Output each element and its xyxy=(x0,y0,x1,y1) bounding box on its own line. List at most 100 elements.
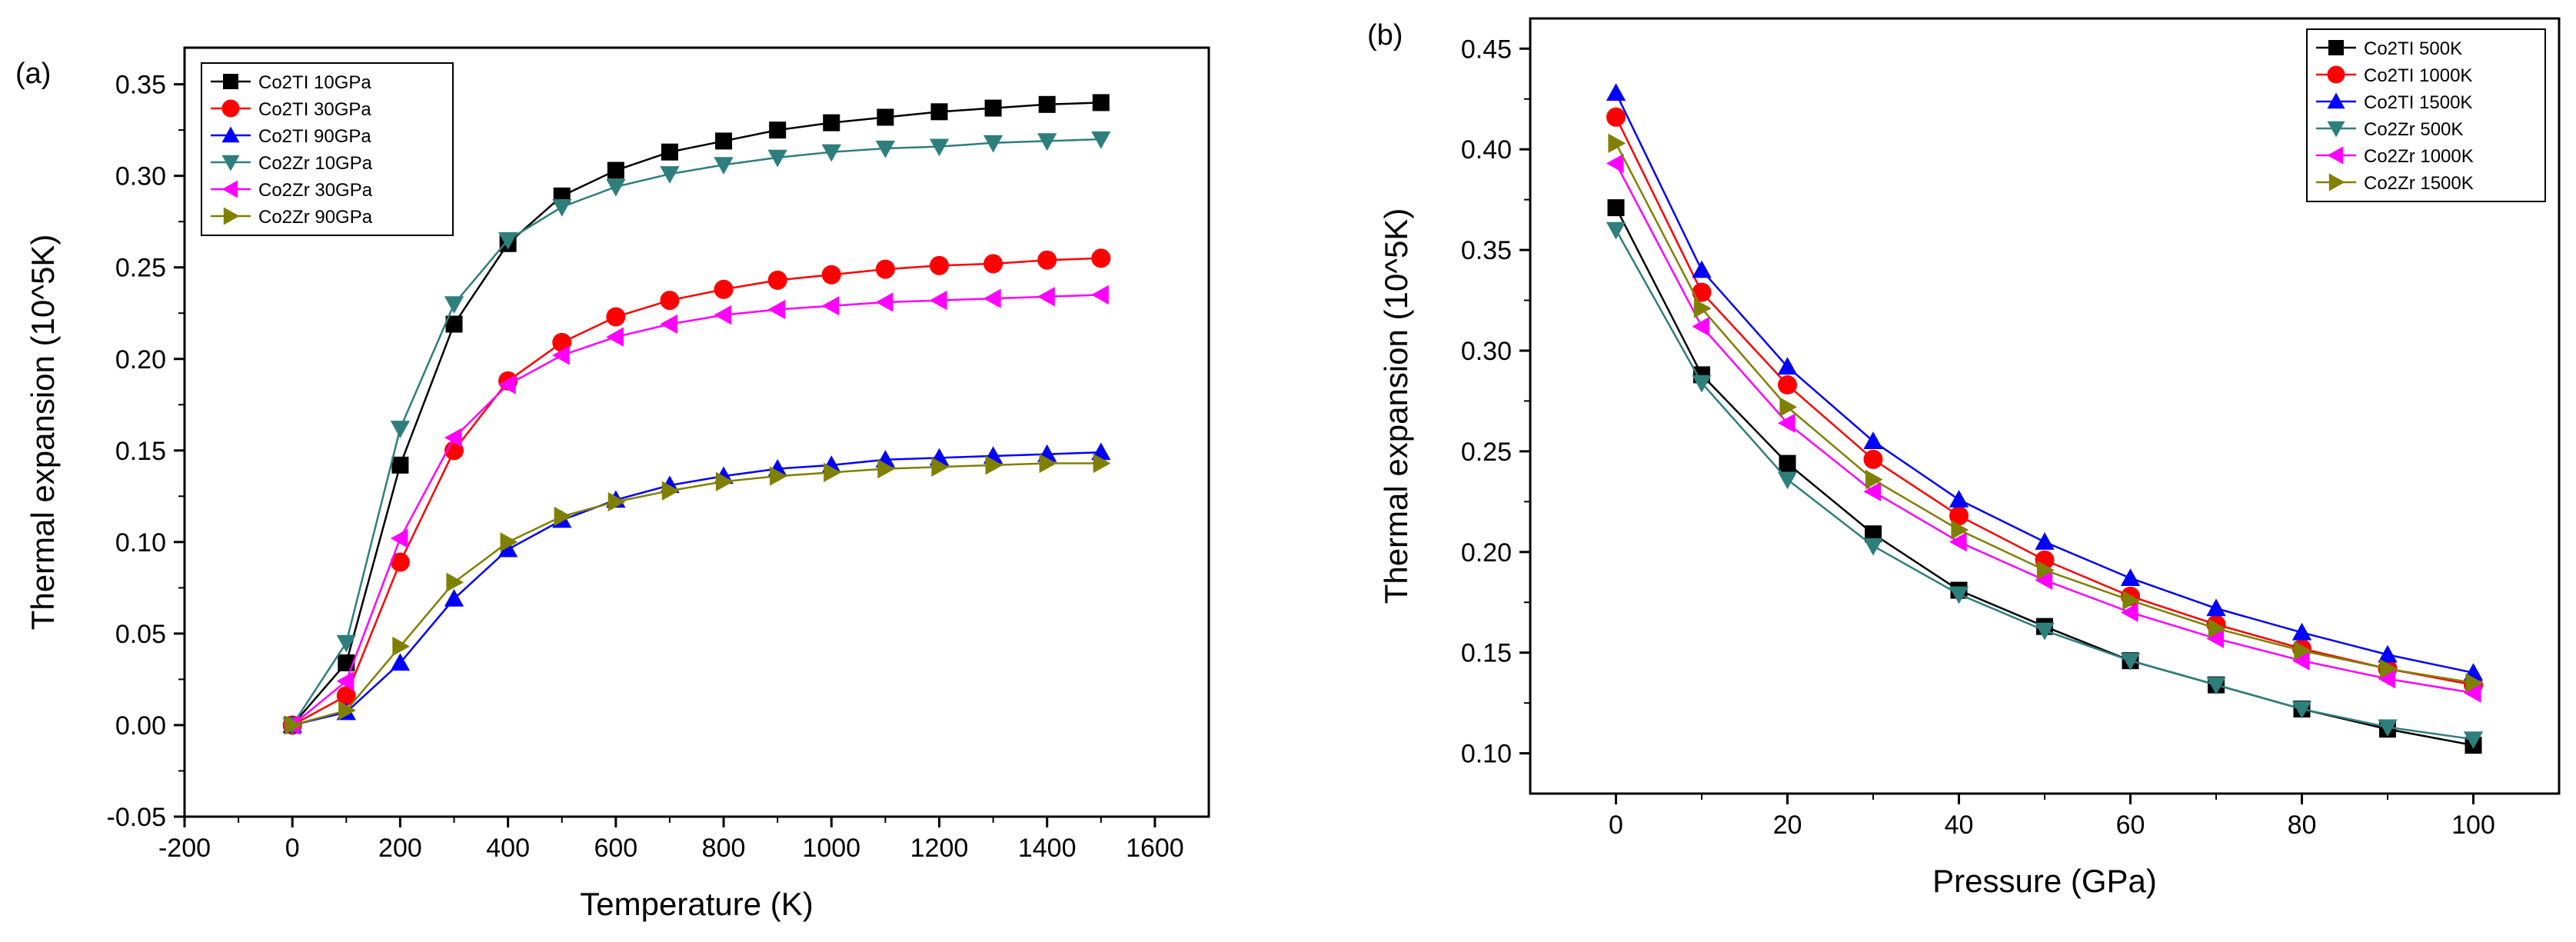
marker-triangle-right xyxy=(1865,469,1883,490)
x-tick-label: 100 xyxy=(2451,811,2495,840)
marker-circle xyxy=(767,270,787,290)
marker-circle xyxy=(1949,506,1969,526)
marker-triangle-right xyxy=(2379,659,2398,679)
x-tick-label: 1200 xyxy=(910,834,969,863)
marker-triangle-left xyxy=(1692,316,1710,337)
series-co2zr-30gpa xyxy=(282,285,1109,735)
legend-entry: Co2TI 1500K xyxy=(2316,92,2472,113)
marker-triangle-left xyxy=(2206,628,2225,649)
marker-triangle-right xyxy=(661,481,680,501)
marker-triangle-down xyxy=(336,634,356,653)
legend-entry: Co2TI 500K xyxy=(2316,38,2462,59)
y-tick-label: 0.25 xyxy=(115,254,166,283)
series-line xyxy=(291,102,1101,726)
legend-label: Co2Zr 1000K xyxy=(2364,146,2474,167)
marker-triangle-left xyxy=(1863,481,1882,501)
marker-triangle-down xyxy=(606,178,626,197)
legend: Co2TI 500K Co2TI 1000K Co2TI 1500K Co2Zr 50… xyxy=(2306,28,2546,202)
marker-square xyxy=(338,654,355,671)
marker-triangle-down xyxy=(983,135,1003,153)
series-co2zr-90gpa xyxy=(285,453,1111,735)
series-line xyxy=(1615,229,2474,741)
legend-entry: Co2Zr 1000K xyxy=(2316,146,2474,167)
marker-triangle-right xyxy=(2208,618,2226,638)
legend-label: Co2TI 30GPa xyxy=(258,99,371,120)
x-tick-label: 0 xyxy=(285,834,300,863)
marker-triangle-left xyxy=(983,288,1001,308)
y-tick-label: 0.20 xyxy=(1461,538,1512,568)
series-co2zr-1500k xyxy=(1608,133,2484,693)
marker-triangle-down xyxy=(1692,374,1712,393)
marker-triangle-left xyxy=(1949,532,1967,552)
marker-triangle-left xyxy=(821,296,840,316)
marker-triangle-right xyxy=(1693,298,1712,318)
marker-triangle-up xyxy=(2378,644,2398,663)
marker-square xyxy=(1607,199,1625,217)
marker-circle xyxy=(660,291,680,311)
marker-triangle-left xyxy=(1777,413,1796,433)
y-tick-label: 0.10 xyxy=(115,528,166,558)
marker-triangle-down xyxy=(2327,121,2345,138)
marker-triangle-down xyxy=(552,199,572,217)
x-tick-label: 600 xyxy=(594,834,637,863)
y-tick-label: 0.15 xyxy=(115,437,166,466)
marker-square xyxy=(391,456,409,474)
series-line xyxy=(1615,142,2474,684)
legend-label: Co2Zr 90GPa xyxy=(258,207,373,228)
marker-triangle-up xyxy=(2035,532,2055,550)
marker-triangle-down xyxy=(1863,538,1883,556)
y-tick-label: 0.10 xyxy=(1461,740,1512,769)
x-tick-label: 1000 xyxy=(802,834,860,863)
marker-circle xyxy=(714,279,734,299)
series-line xyxy=(291,462,1101,727)
marker-triangle-right xyxy=(2036,560,2055,581)
marker-triangle-left xyxy=(2463,683,2481,703)
marker-circle xyxy=(2327,65,2345,84)
marker-triangle-down xyxy=(390,421,411,438)
marker-triangle-left xyxy=(498,374,516,394)
marker-triangle-up xyxy=(498,539,518,558)
series-co2ti-30gpa xyxy=(282,248,1111,735)
y-tick-label: 0.15 xyxy=(1461,639,1512,668)
marker-triangle-right xyxy=(1951,520,1969,540)
marker-triangle-right xyxy=(2294,641,2312,661)
y-tick-label: -0.05 xyxy=(107,803,167,832)
legend-label: Co2TI 90GPa xyxy=(258,126,371,147)
marker-triangle-right xyxy=(446,572,464,592)
marker-triangle-right xyxy=(2465,673,2484,693)
marker-triangle-down xyxy=(1949,586,1969,604)
series-co2zr-1000k xyxy=(1606,153,2481,703)
marker-circle xyxy=(221,99,240,118)
marker-triangle-left xyxy=(2120,602,2138,623)
marker-square xyxy=(1865,525,1882,543)
x-tick-label: 800 xyxy=(702,834,746,863)
marker-triangle-left xyxy=(2378,669,2396,689)
legend-entry: Co2Zr 500K xyxy=(2316,119,2463,140)
x-tick-label: 40 xyxy=(1945,811,1974,840)
marker-triangle-down xyxy=(767,149,787,168)
series-line xyxy=(291,451,1101,727)
marker-triangle-up xyxy=(444,589,464,607)
marker-triangle-left xyxy=(444,428,462,448)
legend-label: Co2Zr 30GPa xyxy=(258,180,373,201)
y-tick-label: 0.40 xyxy=(1461,135,1512,165)
marker-triangle-left xyxy=(875,292,894,312)
marker-triangle-down xyxy=(875,140,896,158)
marker-square xyxy=(2328,40,2344,55)
y-tick-label: 0.35 xyxy=(1461,236,1512,265)
marker-triangle-down xyxy=(929,138,950,157)
series-line xyxy=(1615,162,2474,694)
marker-square xyxy=(715,132,733,150)
marker-circle xyxy=(1037,250,1057,270)
legend-entry: Co2TI 10GPa xyxy=(211,72,371,93)
marker-triangle-up xyxy=(2120,568,2141,586)
marker-triangle-up xyxy=(2291,622,2312,641)
marker-triangle-down xyxy=(1777,471,1798,490)
series-line xyxy=(291,294,1101,726)
marker-triangle-down xyxy=(2291,701,2312,719)
marker-triangle-right xyxy=(877,458,896,479)
marker-triangle-left xyxy=(767,299,786,320)
legend-entry: Co2TI 90GPa xyxy=(211,126,371,147)
marker-triangle-down xyxy=(821,144,841,162)
marker-triangle-up xyxy=(1692,260,1712,278)
